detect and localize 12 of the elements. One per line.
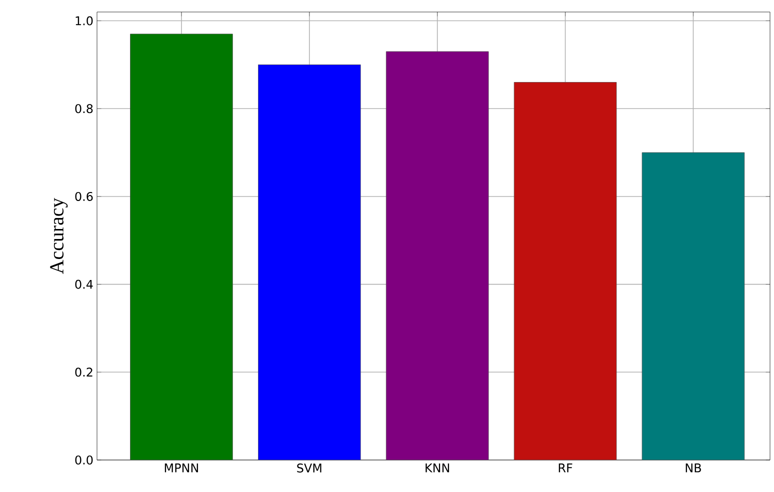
x-tick-label: SVM: [297, 464, 322, 473]
x-tick-label: KNN: [426, 464, 450, 472]
y-axis-title: Accuracy: [50, 198, 68, 274]
y-tick-label: 0.0: [75, 455, 93, 465]
y-tick-label: 0.4: [75, 280, 93, 289]
x-tick-label: MPNN: [164, 464, 198, 472]
y-tick-label: 0.2: [75, 368, 92, 377]
y-tick-label: 0.8: [75, 104, 93, 114]
x-tick-label: RF: [558, 464, 572, 472]
y-tick-label: 1.0: [76, 16, 93, 26]
y-tick-label: 0.6: [75, 192, 93, 201]
x-tick-label: NB: [686, 464, 701, 472]
